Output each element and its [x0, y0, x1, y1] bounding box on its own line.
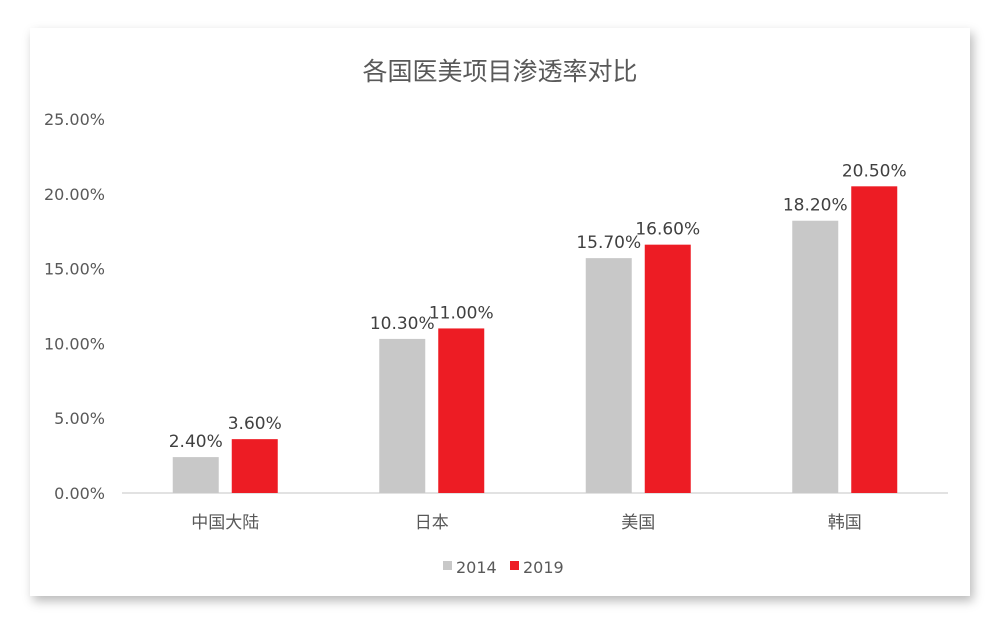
data-label: 2.40%: [169, 432, 223, 452]
y-tick-label: 5.00%: [54, 409, 105, 428]
bar-2019-2: [644, 244, 691, 493]
legend-label-2014: 2014: [456, 558, 497, 577]
chart-title: 各国医美项目渗透率对比: [362, 57, 637, 86]
legend: 2014 2019: [443, 558, 564, 577]
data-label: 20.50%: [842, 161, 907, 181]
legend-swatch-2019: [510, 561, 519, 570]
data-labels: 2.40%3.60% 10.30%11.00% 15.70%16.60% 18.20%…: [169, 161, 907, 452]
bars: [172, 186, 898, 493]
bar-2019-3: [851, 186, 898, 493]
y-tick-label: 0.00%: [54, 484, 105, 503]
y-tick-label: 10.00%: [44, 334, 105, 353]
data-label: 18.20%: [783, 196, 848, 216]
bar-2014-2: [585, 258, 632, 493]
x-category-label: 日本: [415, 513, 449, 533]
x-category-label: 中国大陆: [191, 513, 259, 533]
bar-2014-0: [172, 457, 219, 493]
y-tick-label: 20.00%: [44, 185, 105, 204]
bar-2014-1: [379, 338, 426, 493]
bar-2014-3: [792, 220, 839, 493]
data-label: 11.00%: [429, 303, 494, 323]
legend-label-2019: 2019: [523, 558, 564, 577]
y-tick-label: 15.00%: [44, 260, 105, 279]
data-label: 16.60%: [635, 220, 700, 240]
data-label: 10.30%: [370, 314, 435, 334]
x-category-label: 韩国: [828, 513, 862, 533]
legend-swatch-2014: [443, 561, 452, 570]
bar-2019-0: [231, 439, 278, 493]
y-axis-ticks: 0.00% 5.00% 10.00% 15.00% 20.00% 25.00%: [44, 110, 105, 503]
x-axis-categories: 中国大陆 日本 美国 韩国: [191, 513, 862, 533]
data-label: 3.60%: [228, 414, 282, 434]
x-category-label: 美国: [621, 513, 655, 533]
bar-2019-1: [438, 328, 485, 493]
data-label: 15.70%: [576, 233, 641, 253]
y-tick-label: 25.00%: [44, 110, 105, 129]
